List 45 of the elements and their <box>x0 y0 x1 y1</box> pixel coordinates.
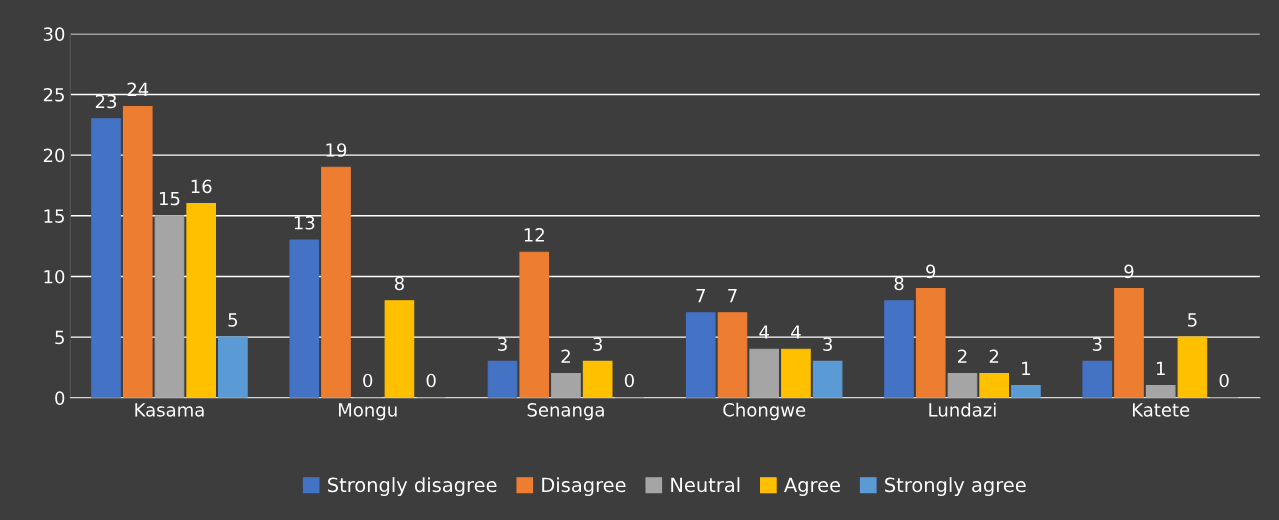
data-label: 2 <box>561 349 570 363</box>
data-label: 5 <box>1188 313 1197 327</box>
x-tick-label: Katete <box>1132 403 1190 417</box>
x-tick-label: Mongu <box>339 403 397 421</box>
x-tick-label: Chongwe <box>723 402 806 421</box>
data-label: 2 <box>958 349 967 363</box>
y-tick-label: 5 <box>55 330 64 345</box>
y-tick-label: 20 <box>43 148 65 163</box>
data-label: 23 <box>95 94 117 109</box>
data-label: 0 <box>624 373 634 388</box>
data-label: 0 <box>1219 373 1229 388</box>
x-tick-label: Senanga <box>527 402 604 421</box>
data-label: 3 <box>1092 337 1102 351</box>
y-tick-label: 0 <box>55 391 65 405</box>
data-label: 1 <box>1022 361 1030 375</box>
data-label: 5 <box>228 313 238 327</box>
data-label: 4 <box>759 325 769 339</box>
data-label: 2 <box>989 349 999 363</box>
legend-label: Neutral <box>671 477 740 493</box>
x-tick-label: Lundazi <box>929 402 996 417</box>
data-label: 13 <box>294 215 315 230</box>
data-label: 3 <box>823 337 832 351</box>
data-label: 19 <box>326 143 347 157</box>
data-label: 1 <box>1156 361 1165 375</box>
data-label: 4 <box>791 325 801 339</box>
data-label: 8 <box>894 276 904 291</box>
legend-label: Agree <box>784 477 840 496</box>
data-label: 7 <box>696 289 705 303</box>
data-label: 12 <box>524 228 544 242</box>
data-label: 3 <box>498 337 507 351</box>
data-label: 0 <box>363 373 373 388</box>
y-tick-label: 30 <box>43 27 65 41</box>
data-label: 8 <box>394 276 404 291</box>
legend-label: Disagree <box>542 477 626 496</box>
x-tick-label: Kasama <box>135 403 204 417</box>
legend-label: Strongly disagree <box>328 477 497 496</box>
y-tick-label: 10 <box>44 269 65 284</box>
y-tick-label: 15 <box>44 209 64 223</box>
data-label: 7 <box>728 289 737 303</box>
y-tick-label: 25 <box>43 87 64 102</box>
data-label: 15 <box>159 191 180 206</box>
data-label: 0 <box>426 373 436 388</box>
legend-label: Strongly agree <box>885 477 1026 496</box>
data-label: 3 <box>593 337 602 351</box>
data-label: 16 <box>191 179 212 194</box>
